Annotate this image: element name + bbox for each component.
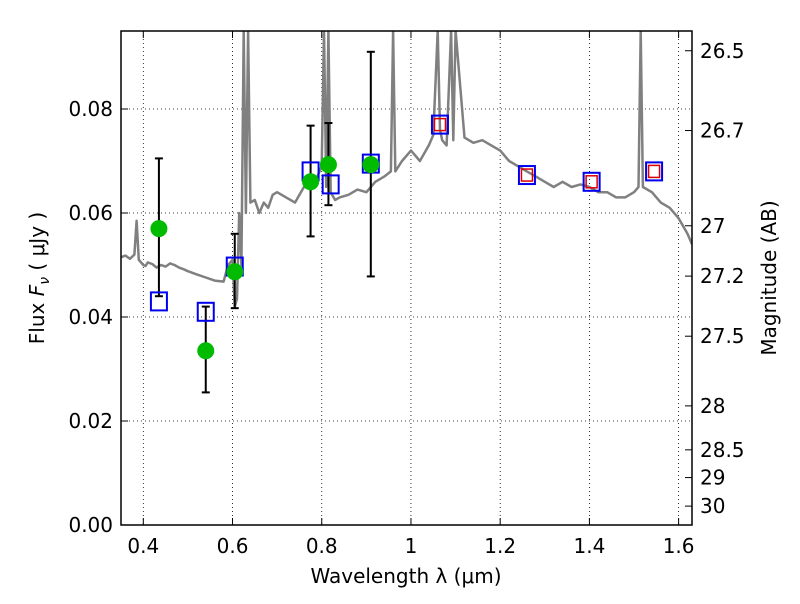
- y2-tick-label: 30: [700, 494, 725, 518]
- observed-point: [226, 263, 244, 281]
- observed-point: [197, 342, 215, 360]
- y-axis-label: Flux Fν ( μJy ): [25, 212, 53, 344]
- nir-photometry-square: [647, 164, 661, 179]
- model-photometry-square: [517, 165, 536, 186]
- model-photometry-square: [430, 114, 449, 135]
- y2-tick-label: 26.7: [700, 119, 745, 143]
- y2-tick-label: 27: [700, 214, 725, 238]
- y-tick-label: 0.06: [68, 201, 113, 225]
- y2-tick-label: 29: [700, 466, 725, 490]
- x-axis-label: Wavelength λ (μm): [310, 564, 501, 588]
- x-tick-label: 0.6: [217, 534, 249, 558]
- model-photometry-square: [321, 174, 340, 195]
- observed-point: [319, 156, 337, 174]
- nir-photometry-square: [433, 117, 447, 132]
- model-photometry-square: [645, 161, 664, 182]
- x-tick-label: 1.6: [663, 534, 695, 558]
- x-tick-label: 0.4: [127, 534, 159, 558]
- plot-frame: [120, 30, 693, 526]
- y-tick-label: 0.08: [68, 97, 113, 121]
- y-tick-label: 0.04: [68, 305, 113, 329]
- model-photometry-square: [582, 171, 601, 192]
- observed-point: [362, 156, 380, 174]
- y2-tick-label: 27.2: [700, 264, 745, 288]
- model-spectrum-line: [121, 31, 692, 308]
- observed-point: [302, 173, 320, 191]
- x-tick-label: 1.2: [484, 534, 516, 558]
- x-tick-label: 1: [405, 534, 418, 558]
- x-tick-label: 1.4: [573, 534, 605, 558]
- x-tick-label: 0.8: [306, 534, 338, 558]
- nir-photometry-square: [585, 175, 598, 189]
- model-photometry-square: [196, 301, 215, 322]
- y-tick-label: 0.02: [68, 409, 113, 433]
- nir-photometry-square: [520, 168, 534, 182]
- x-axis-ticks: 0.4 0.6 0.8 1 1.2 1.4 1.6: [127, 31, 695, 558]
- y2-axis-label: Magnitude (AB): [757, 200, 781, 355]
- y-axis-ticks: 0.00 0.02 0.04 0.06 0.08: [68, 97, 128, 537]
- y2-axis-ticks: 26.5 26.7 27 27.2 27.5 28 28.5 29 30: [685, 39, 745, 518]
- y2-tick-label: 26.5: [700, 39, 745, 63]
- model-photometry-square: [149, 291, 168, 312]
- plot-series: [121, 31, 692, 394]
- y2-tick-label: 28.5: [700, 438, 745, 462]
- y-tick-label: 0.00: [68, 513, 113, 537]
- observed-point: [150, 220, 168, 238]
- y2-tick-label: 28: [700, 394, 725, 418]
- y2-tick-label: 27.5: [700, 324, 745, 348]
